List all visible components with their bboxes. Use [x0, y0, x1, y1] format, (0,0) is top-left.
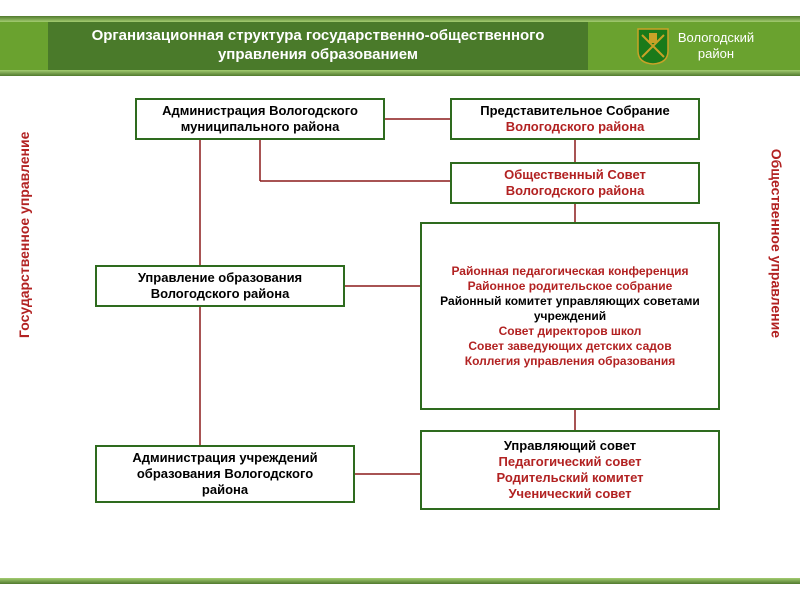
node-public_council: Общественный СоветВологодского района	[450, 162, 700, 204]
node-line: района	[202, 482, 248, 498]
node-line: Управление образования	[138, 270, 302, 286]
node-line: Педагогический совет	[499, 454, 642, 470]
header-title-box: Организационная структура государственно…	[48, 22, 588, 70]
node-line: Районная педагогическая конференция	[451, 264, 688, 279]
node-big_list: Районная педагогическая конференцияРайон…	[420, 222, 720, 410]
node-line: Вологодского района	[506, 119, 645, 135]
node-line: Вологодского района	[151, 286, 290, 302]
node-rep_assembly: Представительное СобраниеВологодского ра…	[450, 98, 700, 140]
node-line: Ученический совет	[508, 486, 631, 502]
crest-icon	[636, 27, 670, 65]
header-bottom-accent	[0, 70, 800, 76]
node-line: Родительский комитет	[496, 470, 643, 486]
node-admin_institutions: Администрация учрежденийобразования Воло…	[95, 445, 355, 503]
footer-bar	[0, 578, 800, 584]
node-line: Коллегия управления образования	[465, 354, 675, 369]
node-line: муниципального района	[181, 119, 340, 135]
page-title: Организационная структура государственно…	[48, 27, 588, 65]
side-label-right: Общественное управление	[768, 149, 784, 338]
node-governing_council: Управляющий советПедагогический советРод…	[420, 430, 720, 510]
node-line: образования Вологодского	[137, 466, 313, 482]
node-line: Администрация учреждений	[132, 450, 317, 466]
node-line: Районный комитет управляющих советами уч…	[428, 294, 712, 324]
node-line: Совет заведующих детских садов	[468, 339, 671, 354]
node-line: Общественный Совет	[504, 167, 646, 183]
node-edu_dept: Управление образованияВологодского район…	[95, 265, 345, 307]
node-admin_district: Администрация Вологодскогомуниципального…	[135, 98, 385, 140]
node-line: Совет директоров школ	[499, 324, 642, 339]
node-line: Вологодского района	[506, 183, 645, 199]
header-region: Вологодский район	[600, 22, 790, 70]
node-line: Управляющий совет	[504, 438, 636, 454]
node-line: Районное родительское собрание	[468, 279, 673, 294]
node-line: Представительное Собрание	[480, 103, 670, 119]
side-label-left: Государственное управление	[16, 132, 32, 338]
region-label: Вологодский район	[678, 30, 754, 61]
node-line: Администрация Вологодского	[162, 103, 358, 119]
